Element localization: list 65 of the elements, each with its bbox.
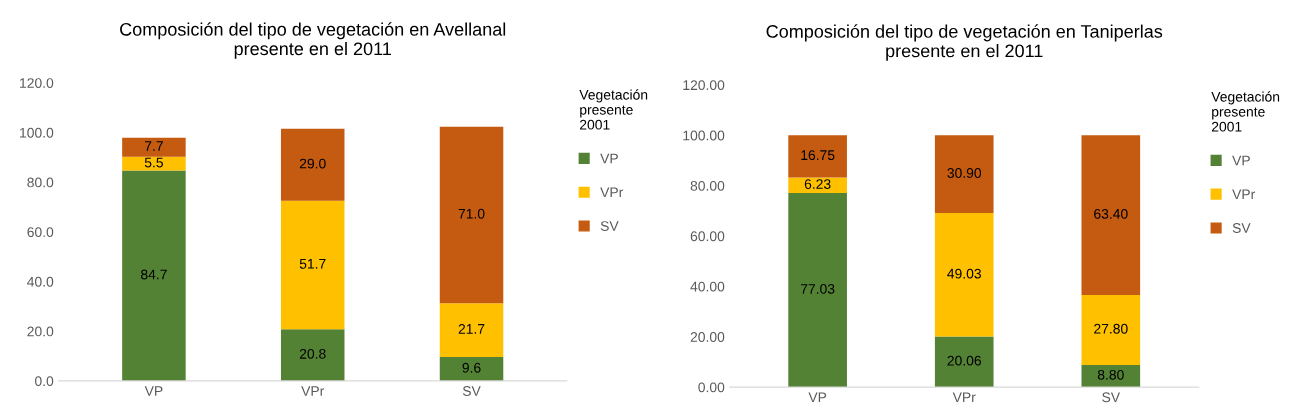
y-tick-label: 0.00 <box>698 382 725 393</box>
bar <box>934 336 994 388</box>
data-label: 16.75 <box>801 150 835 161</box>
data-label: 27.80 <box>1094 323 1128 334</box>
x-tick-label: VPr <box>301 386 325 396</box>
bar <box>280 200 345 330</box>
bar <box>439 357 504 381</box>
data-label: 8.80 <box>1097 369 1124 380</box>
data-label: 5.5 <box>144 157 163 168</box>
legend-label: SV <box>600 221 619 231</box>
bar <box>280 128 345 201</box>
legend-label: SV <box>1232 223 1251 233</box>
y-tick-label: 60.00 <box>690 231 725 242</box>
bar <box>280 329 345 381</box>
x-tick-label: SV <box>1102 392 1121 403</box>
data-label: 20.8 <box>299 348 326 359</box>
x-tick-label: SV <box>462 386 481 396</box>
data-label: 49.03 <box>947 268 981 279</box>
bar <box>122 137 186 157</box>
y-tick-label: 100.00 <box>683 130 725 141</box>
y-tick-label: 40.00 <box>690 281 725 292</box>
bar <box>1081 135 1141 295</box>
x-tick-label: VP <box>144 386 163 396</box>
legend-label: VP <box>1232 155 1250 166</box>
y-tick-label: 0.0 <box>35 376 54 387</box>
bar <box>1081 294 1141 365</box>
legend-title: Vegetación presente 2001 <box>1211 91 1280 132</box>
y-tick-label: 100.0 <box>20 127 54 138</box>
chart-title: Composición del tipo de vegetación en Taniperlas presente en el 2011 <box>766 24 1163 61</box>
y-tick-label: 40.0 <box>27 276 54 287</box>
y-tick-label: 80.00 <box>690 180 725 191</box>
data-label: 29.0 <box>299 158 326 169</box>
data-label: 51.7 <box>299 259 326 269</box>
bar <box>439 126 504 304</box>
y-tick-label: 20.0 <box>27 326 54 337</box>
data-label: 20.06 <box>947 355 981 366</box>
bar <box>788 193 847 388</box>
x-tick-label: VP <box>808 392 827 403</box>
bar <box>122 170 186 381</box>
bar <box>788 177 847 194</box>
legend-label: VPr <box>1232 189 1256 200</box>
data-label: 7.7 <box>144 141 163 151</box>
data-label: 6.23 <box>804 179 831 189</box>
y-tick-label: 20.00 <box>690 332 725 342</box>
data-label: 30.90 <box>947 168 982 178</box>
x-tick-label: VPr <box>952 392 976 403</box>
legend-title: Vegetación presente 2001 <box>579 89 648 130</box>
y-tick-label: 80.0 <box>27 177 54 188</box>
legend-label: VP <box>600 153 618 164</box>
data-label: 71.0 <box>458 208 485 219</box>
data-label: 63.40 <box>1094 208 1128 219</box>
y-tick-label: 120.00 <box>683 80 725 91</box>
chart-title: Composición del tipo de vegetación en Avellanal presente en el 2011 <box>120 22 506 59</box>
data-label: 21.7 <box>458 323 485 334</box>
y-tick-label: 60.0 <box>27 227 54 238</box>
data-label: 77.03 <box>800 283 835 294</box>
y-tick-label: 120.0 <box>20 78 54 88</box>
bar <box>934 135 994 214</box>
bar <box>439 303 504 358</box>
bar <box>934 213 994 337</box>
bar <box>788 135 847 178</box>
legend-label: VPr <box>600 187 624 198</box>
data-label: 84.7 <box>141 269 167 280</box>
data-label: 9.6 <box>462 362 481 373</box>
bar <box>122 156 186 171</box>
